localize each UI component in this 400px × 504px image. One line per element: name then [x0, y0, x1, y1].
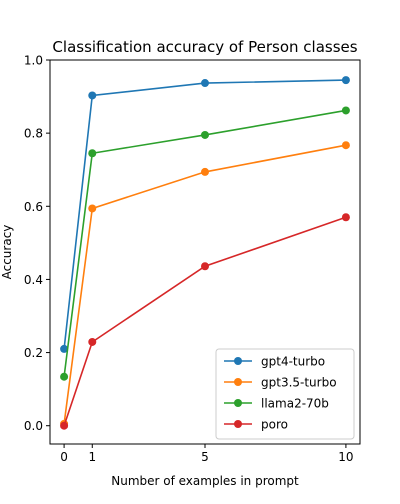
series-line — [63, 79, 346, 349]
y-tick-label: 0.0 — [24, 419, 43, 433]
legend-marker — [234, 378, 242, 386]
y-tick-label: 0.4 — [24, 273, 43, 287]
data-point — [88, 149, 97, 158]
data-point — [201, 79, 209, 88]
legend-item: llama2-70b — [224, 397, 329, 411]
y-tick-label: 0.6 — [24, 200, 43, 214]
data-point — [341, 213, 350, 222]
x-axis-label: Number of examples in prompt — [111, 474, 299, 488]
data-point — [60, 372, 69, 381]
data-point — [341, 141, 350, 150]
legend: gpt4-turbo gpt3.5-turbo llama2-70b poro — [215, 348, 355, 440]
legend-label: gpt3.5-turbo — [261, 376, 337, 390]
data-point — [88, 204, 97, 213]
legend-marker — [234, 420, 242, 428]
series-line — [63, 144, 347, 424]
data-point — [60, 421, 69, 430]
data-point — [341, 76, 350, 85]
series-line — [63, 109, 347, 377]
y-axis: 0.0 0.2 0.4 0.6 0.8 1.0 — [24, 54, 50, 433]
legend-marker — [234, 357, 242, 365]
data-point — [341, 106, 350, 115]
series-poro — [60, 213, 350, 430]
data-point — [201, 262, 209, 271]
legend-marker — [234, 399, 242, 407]
y-tick-label: 1.0 — [24, 54, 43, 68]
y-tick-label: 0.2 — [24, 346, 43, 360]
legend-box — [215, 348, 355, 440]
x-tick-label: 10 — [338, 450, 353, 464]
x-tick-label: 5 — [201, 450, 209, 464]
series-line — [63, 216, 347, 426]
data-point — [88, 91, 97, 100]
y-tick-label: 0.8 — [24, 127, 43, 141]
legend-item: gpt3.5-turbo — [224, 376, 337, 390]
x-tick-label: 1 — [88, 450, 96, 464]
x-tick-label: 0 — [60, 450, 68, 464]
legend-item: poro — [224, 418, 288, 432]
series-gpt4-turbo — [60, 76, 350, 353]
data-point — [60, 344, 69, 353]
series-layer — [60, 76, 350, 430]
y-axis-label: Accuracy — [0, 225, 14, 280]
data-point — [201, 167, 209, 176]
series-llama2-70b — [60, 106, 350, 381]
x-axis: 0 1 5 10 — [60, 444, 354, 464]
chart-title: Classification accuracy of Person classe… — [52, 38, 357, 56]
legend-label: llama2-70b — [261, 397, 329, 411]
data-point — [88, 337, 97, 346]
data-point — [201, 130, 209, 139]
legend-item: gpt4-turbo — [224, 355, 325, 369]
legend-label: poro — [261, 418, 288, 432]
legend-label: gpt4-turbo — [261, 355, 325, 369]
